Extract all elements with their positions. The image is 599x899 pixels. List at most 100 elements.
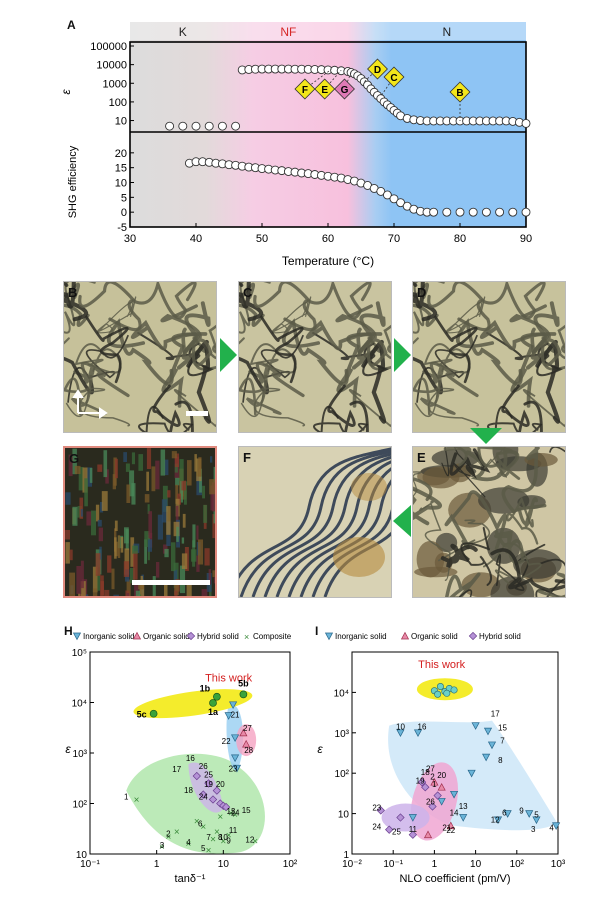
brush-stroke (434, 315, 478, 384)
shg-speck (72, 448, 77, 475)
composite-point: × (200, 822, 206, 833)
shg-speck (65, 530, 70, 540)
brush-stroke (459, 589, 473, 597)
phase-label-n: N (442, 25, 451, 39)
x-tick-label: 1 (154, 859, 160, 870)
x-tick-label: 10 (470, 859, 482, 870)
shg-speck (104, 589, 110, 596)
shg-speck (126, 484, 131, 503)
stripe-line (263, 455, 391, 597)
stripe-line (239, 449, 391, 597)
micrograph-b: B (63, 281, 217, 433)
inorganic-point (482, 753, 491, 762)
data-number-label: 9 (519, 807, 524, 816)
this-work-point (434, 690, 442, 698)
composite-point: × (186, 839, 192, 850)
x-tick-label: 40 (190, 233, 202, 245)
shg-speck (84, 478, 88, 507)
brush-stroke (239, 282, 264, 322)
marker-diamond-g (334, 78, 355, 100)
shg-speck (85, 594, 89, 596)
shg-point (521, 207, 531, 217)
shg-speck (101, 491, 108, 511)
this-work-label: This work (205, 673, 253, 685)
data-number-label: 19 (204, 780, 213, 789)
shg-speck (208, 569, 211, 585)
x-tick-label: 60 (322, 233, 334, 245)
composite-point: × (232, 810, 238, 821)
shg-speck (65, 492, 71, 505)
shg-speck (111, 568, 115, 590)
data-number-label: 21 (231, 711, 240, 720)
shg-speck (72, 506, 78, 526)
data-number-label: 5 (201, 844, 206, 853)
x-tick-label: 10² (510, 859, 525, 870)
brush-stroke (249, 343, 297, 374)
stripe-line (275, 460, 391, 597)
x-axis-label: tanδ⁻¹ (175, 873, 206, 885)
brush-stroke (438, 519, 491, 562)
inorganic-point (324, 632, 334, 641)
data-number-label: 21 (442, 824, 451, 833)
shg-speck (201, 589, 208, 596)
brush-stroke (106, 318, 174, 386)
inorganic-point (408, 814, 417, 822)
organic-point (430, 777, 439, 786)
brush-stroke (487, 405, 543, 432)
composite-point: × (217, 812, 223, 823)
hybrid-point (192, 771, 201, 781)
shg-speck (187, 460, 192, 486)
marker-diamond-e (314, 78, 336, 100)
shg-point (455, 207, 465, 217)
x-tick-label: 10 (218, 859, 230, 870)
shg-speck (196, 525, 199, 540)
legend-label-0: Inorganic solid (83, 632, 135, 641)
arrow-b-to-c-icon (220, 338, 237, 372)
domain-patch (351, 473, 387, 501)
domain-patch (333, 537, 385, 577)
data-number-label: 26 (199, 762, 208, 771)
shg-speck (211, 482, 215, 512)
shg-speck (91, 510, 96, 536)
brush-stroke (367, 336, 391, 371)
composite-point: × (174, 827, 180, 838)
x-tick-label: 1 (432, 859, 438, 870)
bottom-y-tick-label: 15 (115, 163, 127, 175)
shg-speck (180, 480, 183, 503)
inorganic-point (532, 816, 541, 825)
inorganic-point (483, 727, 493, 736)
y-tick-label: 10³ (335, 729, 350, 740)
shg-speck (138, 579, 145, 590)
hybrid-point (428, 802, 437, 811)
x-axis-label: NLO coefficient (pm/V) (399, 873, 510, 885)
shg-speck (174, 463, 178, 473)
inorganic-point (228, 701, 238, 710)
brush-stroke (383, 324, 391, 360)
shg-speck (173, 569, 178, 583)
y-tick-label: 10⁴ (72, 699, 87, 710)
organic-point (446, 821, 455, 830)
marker-leader (344, 72, 352, 90)
shg-speck (176, 526, 179, 542)
data-number-label: 27 (243, 724, 252, 733)
brush-stroke (413, 282, 438, 322)
arrow-e-to-f-icon (393, 505, 411, 537)
inorganic-point (449, 790, 459, 799)
shg-speck (80, 581, 86, 596)
shg-speck (179, 565, 186, 594)
brush-stroke (335, 304, 388, 367)
data-number-label: 5 (534, 811, 539, 820)
shg-point (389, 194, 399, 204)
shg-speck (146, 448, 152, 469)
plot-frame (351, 651, 559, 855)
inorganic-point (503, 810, 512, 818)
shg-point (495, 207, 505, 217)
organic-point (242, 739, 251, 748)
shg-speck (156, 562, 160, 578)
brush-stroke (483, 447, 508, 478)
shg-speck (203, 504, 208, 523)
legend-label-2: Hybrid solid (479, 632, 521, 641)
data-number-label: 24 (372, 823, 381, 832)
legend-label-1: Organic solid (143, 632, 190, 641)
brush-stroke (479, 319, 547, 356)
